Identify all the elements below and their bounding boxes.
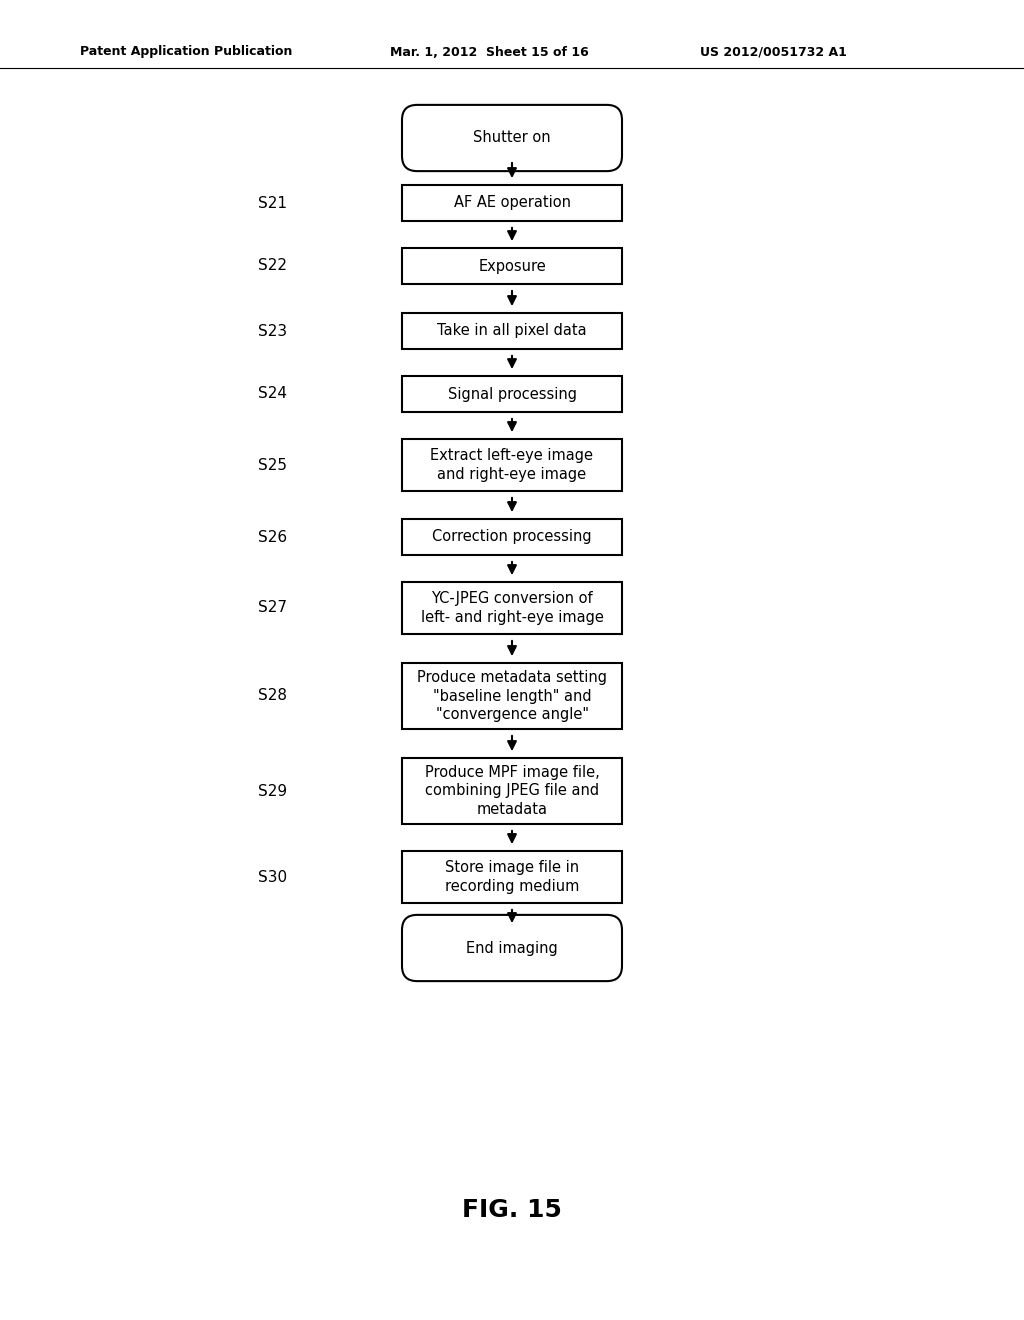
Bar [402, 519, 622, 554]
Text: Patent Application Publication: Patent Application Publication [80, 45, 293, 58]
Text: S28: S28 [258, 689, 287, 704]
Text: S29: S29 [258, 784, 287, 799]
Bar [402, 313, 622, 348]
Text: S22: S22 [258, 259, 287, 273]
Text: Correction processing: Correction processing [432, 529, 592, 544]
Text: Shutter on: Shutter on [473, 131, 551, 145]
Text: US 2012/0051732 A1: US 2012/0051732 A1 [700, 45, 847, 58]
Text: Signal processing: Signal processing [447, 387, 577, 401]
Text: Produce MPF image file,
combining JPEG file and
metadata: Produce MPF image file, combining JPEG f… [425, 764, 599, 817]
Text: Store image file in
recording medium: Store image file in recording medium [444, 861, 580, 894]
Bar [402, 376, 622, 412]
Bar [402, 758, 622, 824]
Text: End imaging: End imaging [466, 940, 558, 956]
Bar [402, 582, 622, 634]
Text: S21: S21 [258, 195, 287, 210]
Text: AF AE operation: AF AE operation [454, 195, 570, 210]
FancyBboxPatch shape [402, 104, 622, 172]
Bar [402, 440, 622, 491]
Bar [402, 663, 622, 729]
Text: Take in all pixel data: Take in all pixel data [437, 323, 587, 338]
Bar [402, 185, 622, 220]
Text: S26: S26 [258, 529, 287, 544]
Text: Mar. 1, 2012  Sheet 15 of 16: Mar. 1, 2012 Sheet 15 of 16 [390, 45, 589, 58]
Bar [402, 248, 622, 284]
Text: YC-JPEG conversion of
left- and right-eye image: YC-JPEG conversion of left- and right-ey… [421, 591, 603, 624]
Text: S25: S25 [258, 458, 287, 473]
Bar [402, 851, 622, 903]
Text: S23: S23 [258, 323, 287, 338]
Text: S27: S27 [258, 601, 287, 615]
Text: Extract left-eye image
and right-eye image: Extract left-eye image and right-eye ima… [430, 449, 594, 482]
Text: S24: S24 [258, 387, 287, 401]
FancyBboxPatch shape [402, 915, 622, 981]
Text: S30: S30 [258, 870, 287, 884]
Text: Produce metadata setting
"baseline length" and
"convergence angle": Produce metadata setting "baseline lengt… [417, 671, 607, 722]
Text: FIG. 15: FIG. 15 [462, 1199, 562, 1222]
Text: Exposure: Exposure [478, 259, 546, 273]
